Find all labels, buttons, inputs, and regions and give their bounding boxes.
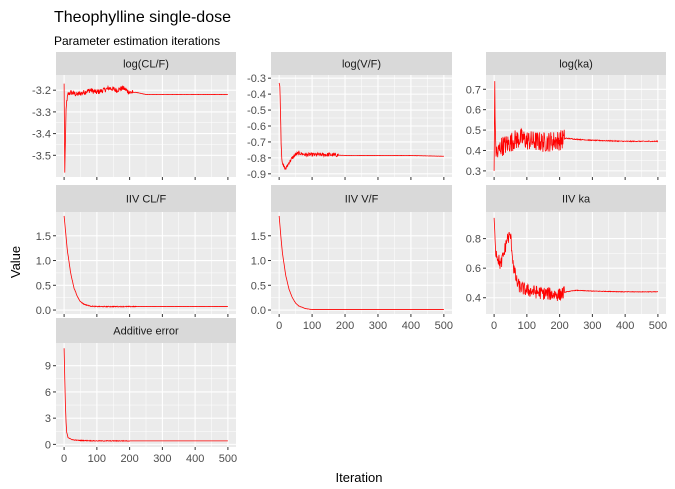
y-tick-label: 0.0 [36, 305, 51, 317]
y-tick-label: -0.9 [247, 169, 266, 181]
facet-strip [56, 318, 236, 343]
y-tick-label: -0.5 [247, 105, 266, 117]
y-tick-label: 1.5 [36, 231, 51, 243]
x-tick-label: 300 [369, 320, 387, 332]
y-tick-label: 3 [45, 413, 51, 425]
y-tick-label: -0.4 [247, 89, 266, 101]
facet-strip-label: Additive error [113, 326, 179, 338]
y-tick-label: 0.5 [466, 125, 481, 137]
facet-strip-label: log(CL/F) [123, 59, 169, 71]
y-tick-label: 0.7 [466, 84, 481, 96]
y-tick-label: -3.5 [32, 150, 51, 162]
facet-strip [56, 52, 236, 75]
facet-strip-label: IIV V/F [345, 194, 379, 206]
y-tick-label: 1.0 [36, 256, 51, 268]
x-tick-label: 100 [303, 320, 321, 332]
y-tick-label: -0.8 [247, 153, 266, 165]
y-tick-label: 1.5 [251, 231, 266, 243]
y-tick-label: -0.3 [247, 73, 266, 85]
facet-7: Additive error 0 3 6 9 0 100 200 300 400 500 [45, 318, 237, 465]
series-line [63, 83, 229, 173]
facet-strip [56, 185, 236, 212]
y-tick-label: 0.6 [466, 105, 481, 117]
facet-strip-label: log(V/F) [342, 59, 381, 71]
facet-strip [486, 52, 666, 75]
x-tick-label: 100 [88, 453, 106, 465]
x-tick-label: 500 [649, 320, 667, 332]
facet-6: IIV ka 0.4 0.6 0.8 0 100 200 300 400 500 [466, 185, 667, 332]
x-tick-label: 300 [583, 320, 601, 332]
facet-strip-label: IIV ka [562, 194, 591, 206]
x-tick-label: 400 [186, 453, 204, 465]
series-line [493, 217, 659, 301]
y-tick-label: 0.8 [466, 234, 481, 246]
x-tick-label: 200 [336, 320, 354, 332]
series-line [493, 81, 659, 171]
x-axis-label: Iteration [336, 470, 383, 485]
facet-3: log(ka) 0.3 0.4 0.5 0.6 0.7 [466, 52, 666, 180]
y-tick-label: 0.4 [466, 145, 481, 157]
y-tick-label: 0.3 [466, 166, 481, 178]
x-tick-label: 400 [402, 320, 420, 332]
facet-strip-label: IIV CL/F [126, 194, 167, 206]
series-line [278, 82, 444, 170]
y-axis-label: Value [8, 246, 23, 278]
x-tick-label: 100 [518, 320, 536, 332]
y-tick-label: -3.4 [32, 129, 51, 141]
series-line [278, 215, 444, 310]
facet-strip [271, 52, 452, 75]
y-tick-label: 0.5 [36, 280, 51, 292]
x-tick-label: 500 [435, 320, 453, 332]
x-tick-label: 200 [120, 453, 138, 465]
facet-strip-label: log(ka) [559, 59, 593, 71]
y-tick-label: -0.7 [247, 137, 266, 149]
x-tick-label: 400 [616, 320, 634, 332]
y-tick-label: -0.6 [247, 121, 266, 133]
series-line [63, 348, 228, 442]
x-tick-label: 0 [276, 320, 282, 332]
facet-5: IIV V/F 0.0 0.5 1.0 1.5 0 100 200 300 400 500 [251, 185, 453, 332]
y-tick-label: -3.2 [32, 85, 51, 97]
y-tick-label: 0.0 [251, 305, 266, 317]
y-tick-label: 0.4 [466, 293, 481, 305]
facet-4: IIV CL/F 0.0 0.5 1.0 1.5 [36, 185, 236, 317]
x-tick-label: 0 [491, 320, 497, 332]
y-tick-label: 0 [45, 439, 51, 451]
x-tick-label: 300 [153, 453, 171, 465]
facet-1: log(CL/F) -3.5 -3.4 -3.3 -3.2 [32, 52, 236, 180]
facet-2: log(V/F) -0.9 -0.8 -0.7 -0.6 -0.5 -0.4 -0.3 [247, 52, 452, 181]
y-tick-label: 9 [45, 361, 51, 373]
facet-strip [486, 185, 666, 212]
x-tick-label: 200 [550, 320, 568, 332]
y-tick-label: 0.6 [466, 263, 481, 275]
chart-title: Theophylline single-dose [54, 9, 231, 26]
y-tick-label: 0.5 [251, 280, 266, 292]
facet-strip [271, 185, 452, 212]
series-line [63, 215, 228, 308]
facet-panels: log(CL/F) -3.5 -3.4 -3.3 -3.2 log(V/F) -0.9 -0.… [32, 52, 667, 465]
y-tick-label: 1.0 [251, 256, 266, 268]
y-tick-label: -3.3 [32, 107, 51, 119]
chart-subtitle: Parameter estimation iterations [54, 34, 220, 48]
x-tick-label: 500 [219, 453, 237, 465]
y-tick-label: 6 [45, 387, 51, 399]
x-tick-label: 0 [61, 453, 67, 465]
